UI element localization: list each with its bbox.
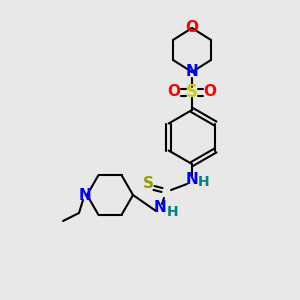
- Text: H: H: [198, 175, 210, 189]
- Text: S: S: [186, 83, 198, 101]
- Text: N: N: [186, 64, 198, 80]
- Text: O: O: [203, 85, 217, 100]
- Text: S: S: [142, 176, 154, 191]
- Text: N: N: [186, 172, 198, 188]
- Text: N: N: [79, 188, 92, 202]
- Text: O: O: [167, 85, 181, 100]
- Text: O: O: [185, 20, 199, 35]
- Text: N: N: [154, 200, 166, 215]
- Text: H: H: [167, 205, 179, 219]
